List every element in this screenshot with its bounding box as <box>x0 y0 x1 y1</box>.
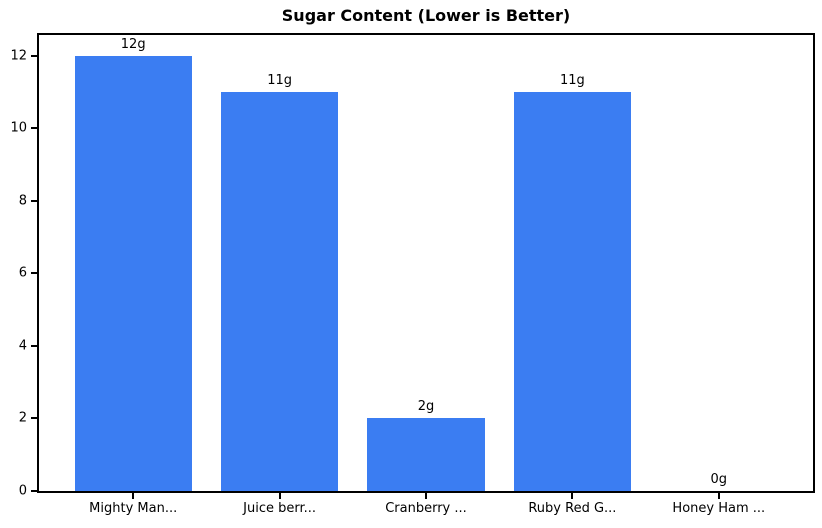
y-tick-label: 8 <box>18 193 27 209</box>
x-tick-label: Juice berr... <box>243 501 317 516</box>
x-tick-label: Mighty Man... <box>89 501 178 516</box>
y-tick-label: 12 <box>10 48 27 64</box>
bar <box>74 55 192 491</box>
x-tick-label: Cranberry ... <box>385 501 467 516</box>
bar <box>367 418 485 491</box>
bar-value-label: 11g <box>267 72 292 88</box>
bar-value-label: 11g <box>559 72 585 88</box>
x-tick-label: Ruby Red G... <box>528 501 617 516</box>
chart-title: Sugar Content (Lower is Better) <box>281 6 571 25</box>
plot-area: 0 2 4 6 8 10 12 12g Mighty Man... 11g Juice berr..… <box>10 33 815 515</box>
x-tick-label: Honey Ham ... <box>672 501 766 516</box>
y-tick-label: 6 <box>18 265 27 281</box>
bar <box>513 91 631 491</box>
y-tick-label: 0 <box>18 483 27 499</box>
x-tick-mark <box>278 491 281 499</box>
y-tick-label: 2 <box>18 410 27 426</box>
y-tick-mark <box>31 344 39 347</box>
y-tick-label: 4 <box>18 338 27 354</box>
y-tick-mark <box>31 54 39 57</box>
x-tick-mark <box>425 491 427 499</box>
x-tick-mark <box>717 491 720 499</box>
bar-value-label: 2g <box>417 399 435 415</box>
y-tick-mark <box>31 127 39 130</box>
y-tick-mark <box>31 272 39 275</box>
x-tick-mark <box>571 491 574 499</box>
bar <box>221 91 339 491</box>
y-tick-mark <box>31 490 39 492</box>
bar-value-label: 0g <box>710 472 728 487</box>
y-tick-mark <box>31 199 39 202</box>
x-tick-mark <box>132 491 135 499</box>
y-tick-label: 10 <box>10 120 27 136</box>
bar-value-label: 12g <box>120 36 146 52</box>
y-tick-mark <box>31 417 39 420</box>
